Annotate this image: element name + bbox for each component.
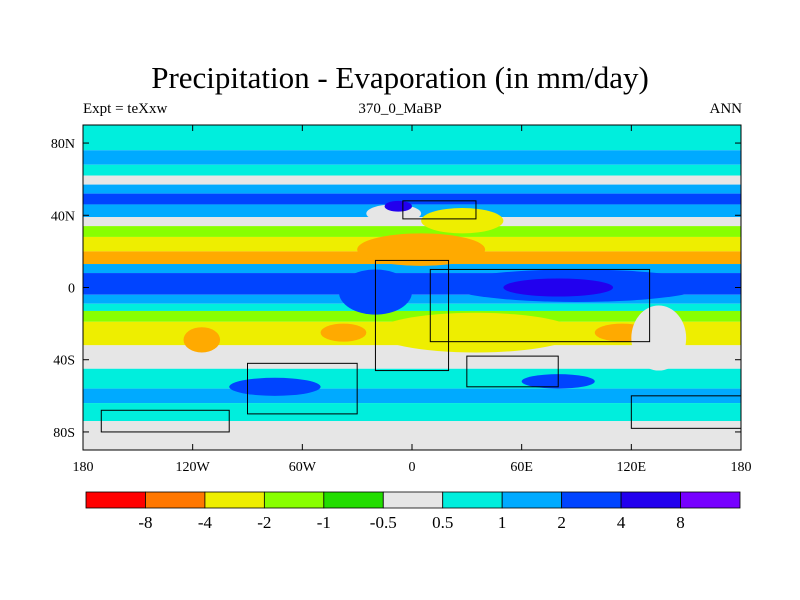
x-tick-label: 180 <box>73 460 94 475</box>
land-outline-0 <box>374 259 450 372</box>
field-patch-7 <box>375 312 577 353</box>
field-patch-11 <box>631 305 687 371</box>
colorbar-swatch <box>323 491 384 509</box>
colorbar-label: 2 <box>557 513 566 532</box>
colorbar-swatch <box>263 491 325 509</box>
field-patch-8 <box>320 323 367 342</box>
field-patch-0 <box>357 233 486 266</box>
colorbar-swatch <box>145 491 206 509</box>
y-tick-label: 80S <box>53 426 75 441</box>
x-tick-label: 120W <box>176 460 211 475</box>
experiment-label: Expt = teXxw <box>83 101 168 117</box>
colorbar-swatch <box>442 491 503 509</box>
y-tick-label: 0 <box>68 282 75 297</box>
field-band-3 <box>83 175 741 185</box>
land-outline-4 <box>100 409 230 433</box>
field-band-18 <box>83 368 741 389</box>
y-tick-label: 40N <box>51 209 75 224</box>
colorbar-label: -4 <box>198 513 213 532</box>
y-tick-label: 40S <box>53 354 75 369</box>
y-tick-label: 80N <box>51 137 75 152</box>
field-band-14 <box>83 303 741 311</box>
field-patch-10 <box>183 327 221 353</box>
field-band-15 <box>83 310 741 322</box>
land-outline-2 <box>247 362 358 415</box>
colorbar: -8 -4 -2 -1 -0.5 0.5 1 2 4 8 <box>85 491 741 532</box>
field-band-4 <box>83 184 741 194</box>
field-band-20 <box>83 403 741 422</box>
field-patch-12 <box>229 377 321 396</box>
colorbar-label: -1 <box>317 513 331 532</box>
x-tick-label: 60W <box>289 460 317 475</box>
colorbar-label: -2 <box>257 513 271 532</box>
field-band-5 <box>83 193 741 205</box>
colorbar-swatch <box>620 491 681 509</box>
field-patch-3 <box>384 200 412 212</box>
land-outline-layer <box>100 200 741 433</box>
colorbar-label: 0.5 <box>432 513 453 532</box>
colorbar-swatch <box>204 491 265 509</box>
colorbar-label: -0.5 <box>370 513 397 532</box>
colorbar-swatch <box>501 491 563 509</box>
land-outline-3 <box>466 355 559 388</box>
season-label: ANN <box>709 101 743 117</box>
field-band-8 <box>83 226 741 237</box>
land-outline-6 <box>402 200 477 220</box>
x-tick-label: 0 <box>409 460 416 475</box>
colorbar-swatch <box>680 491 741 509</box>
field-band-2 <box>83 164 741 176</box>
colorbar-label: 4 <box>617 513 626 532</box>
field-band-11 <box>83 264 741 274</box>
field-patch-6 <box>503 278 614 297</box>
time-slice-label: 370_0_MaBP <box>358 101 442 117</box>
colorbar-swatch <box>561 491 622 509</box>
colorbar-label: -8 <box>138 513 152 532</box>
x-tick-label: 120E <box>617 460 647 475</box>
field-layer <box>83 125 741 450</box>
field-band-7 <box>83 217 741 227</box>
colorbar-swatch <box>382 491 444 509</box>
field-band-1 <box>83 150 741 165</box>
x-tick-label: 60E <box>510 460 533 475</box>
field-band-13 <box>83 294 741 304</box>
colorbar-label: 1 <box>498 513 507 532</box>
land-outline-1 <box>429 268 651 343</box>
field-patch-1 <box>421 208 504 234</box>
colorbar-label: 8 <box>676 513 685 532</box>
plot-title: Precipitation - Evaporation (in mm/day) <box>151 60 649 95</box>
x-tick-label: 180 <box>731 460 752 475</box>
colorbar-swatch <box>85 491 146 509</box>
axis-ticks: 180 120W 60W 0 60E 120E 180 80N 40N 0 40S 80S <box>51 125 752 475</box>
